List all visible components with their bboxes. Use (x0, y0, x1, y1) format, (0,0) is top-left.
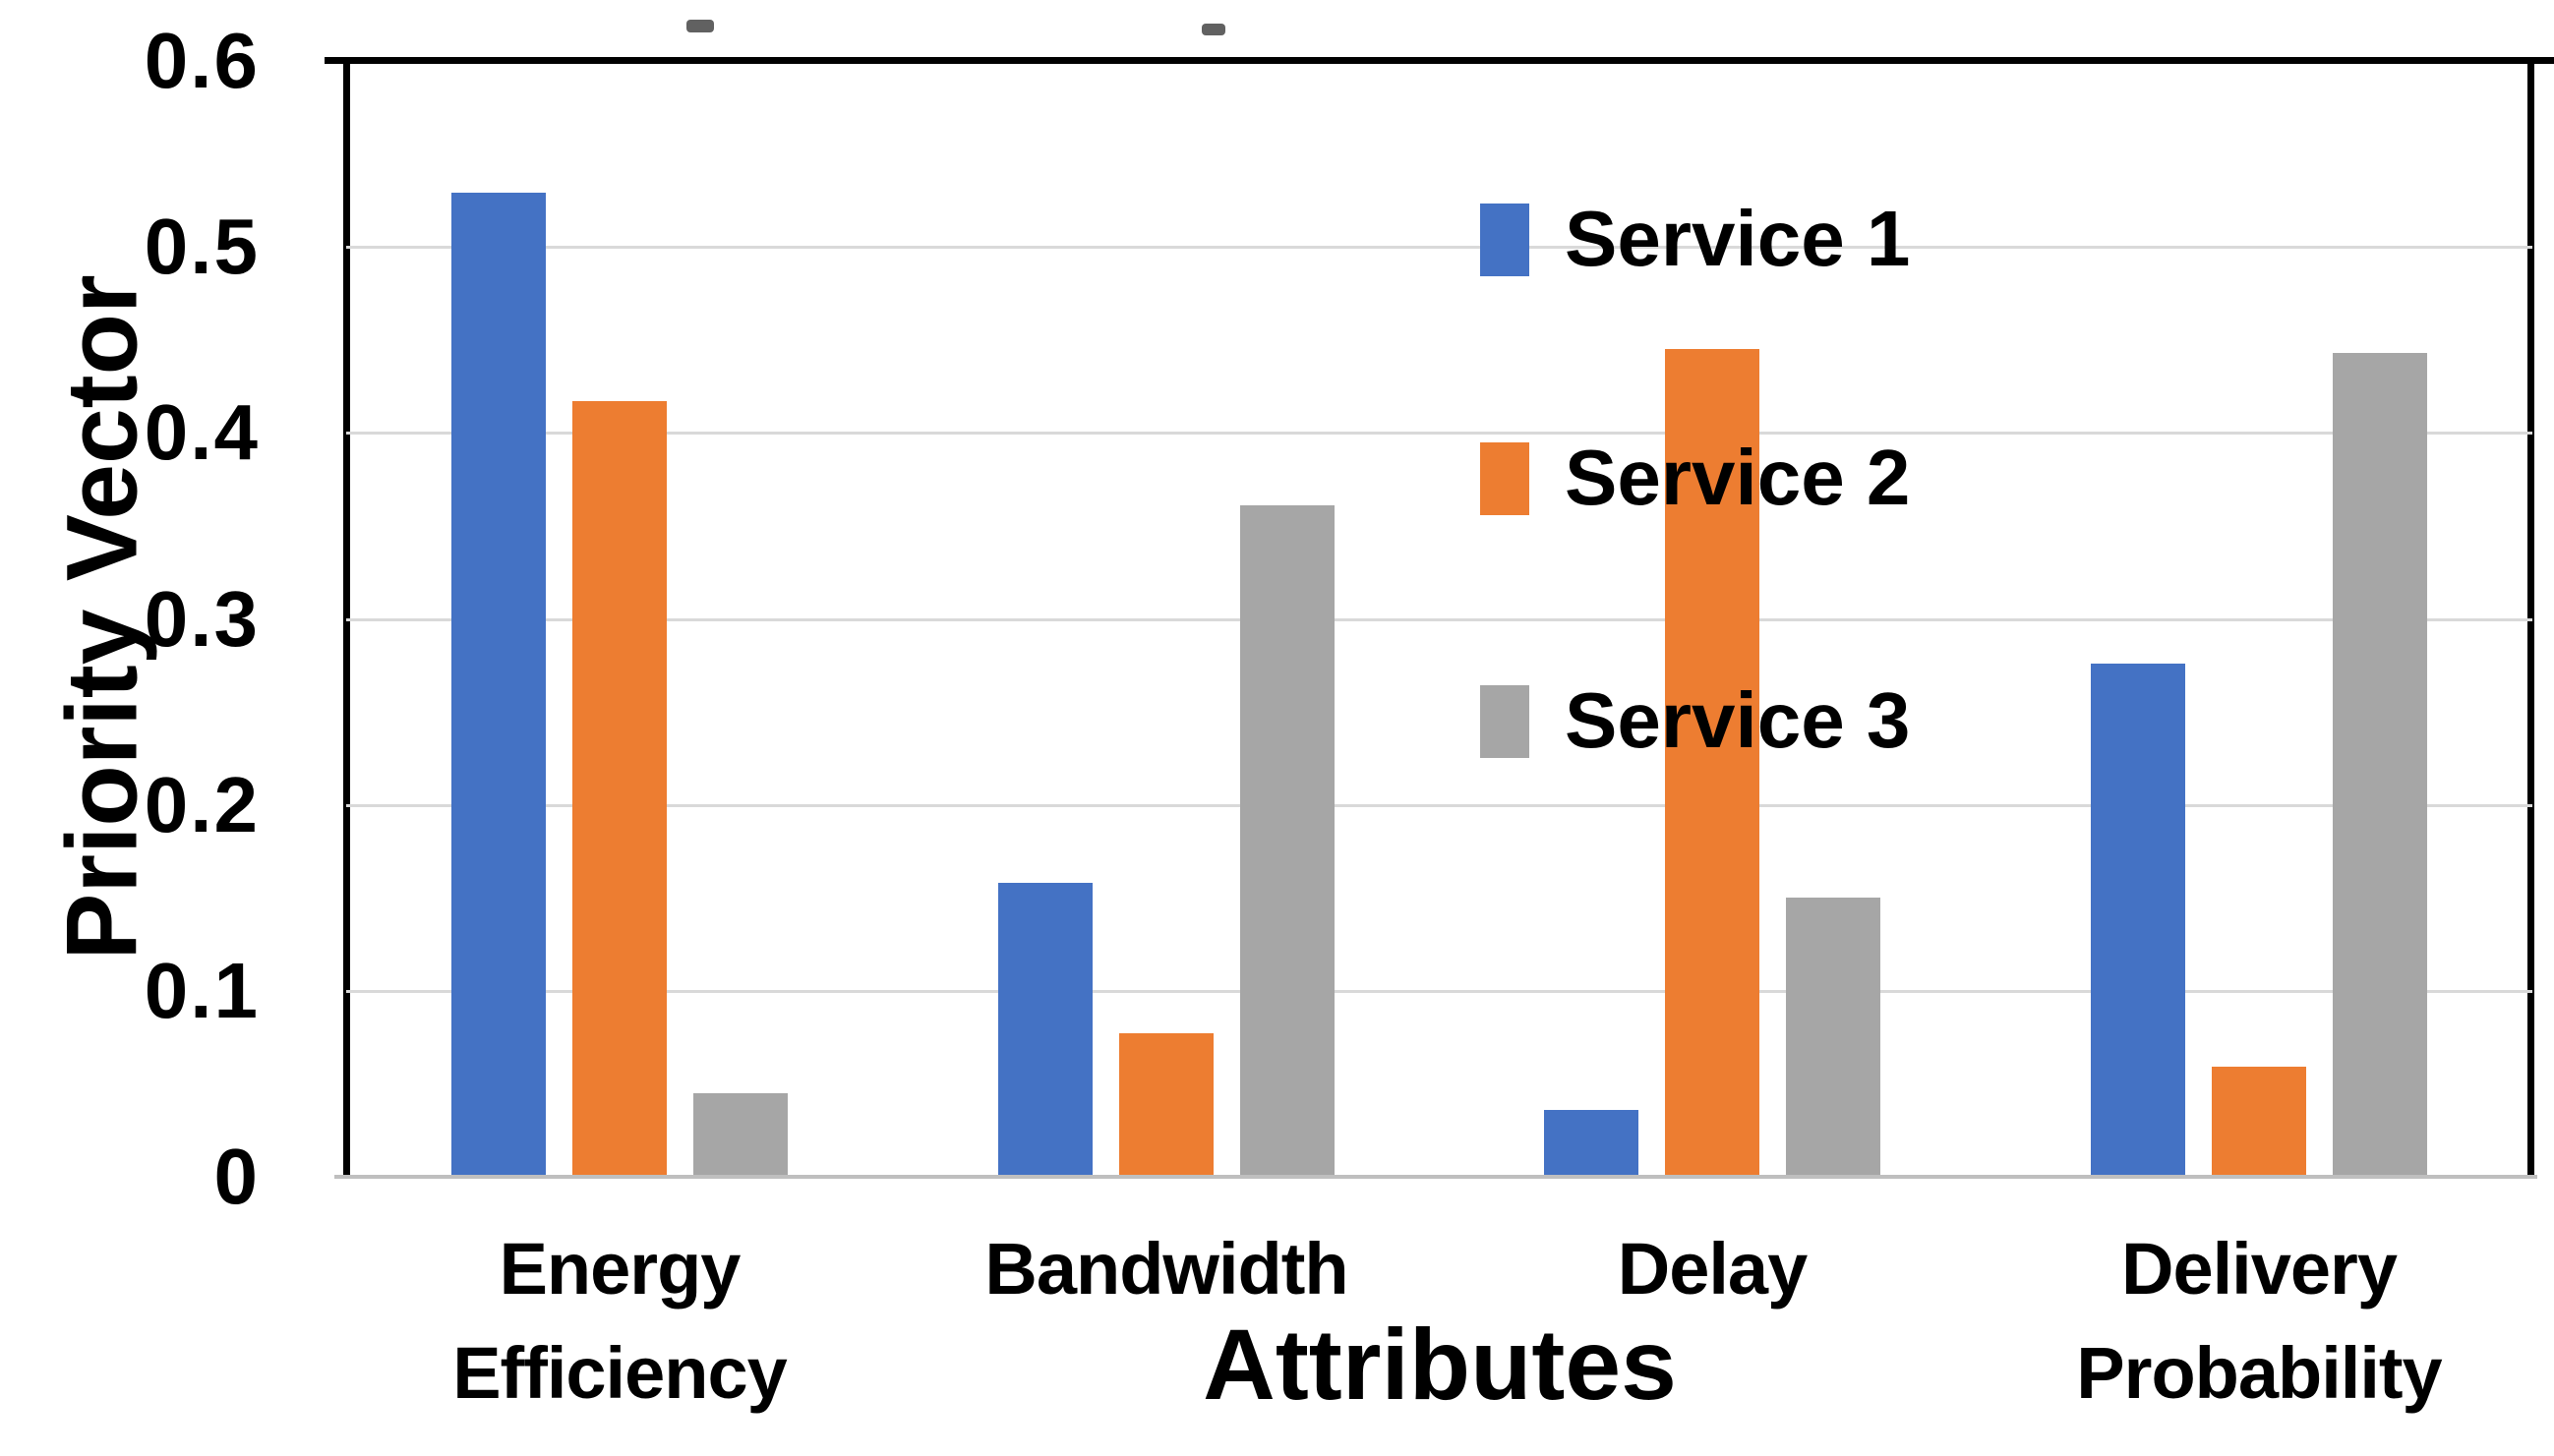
legend-swatch-service2 (1480, 442, 1529, 515)
bar-service1-bandwidth (998, 883, 1093, 1177)
bar-service2-delay (1665, 349, 1759, 1177)
legend-label: Service 3 (1565, 676, 1911, 764)
y-tick-label-0.5: 0.5 (144, 203, 260, 290)
bar-service2-bandwidth (1119, 1033, 1214, 1177)
bar-service3-delivery-probability (2333, 353, 2427, 1177)
bar-service3-delay (1786, 898, 1880, 1177)
bar-service3-bandwidth (1240, 505, 1335, 1177)
top-artifact-mark (1202, 24, 1225, 35)
y-tick-label-0: 0 (213, 1133, 260, 1220)
bar-service1-delivery-probability (2091, 664, 2185, 1177)
bar-service1-energy-efficiency (451, 193, 546, 1177)
x-axis-line (334, 1175, 2537, 1179)
x-tick-label-energy-efficiency: Energy Efficiency (452, 1228, 788, 1414)
bar-service2-delivery-probability (2212, 1067, 2306, 1177)
x-axis-title: Attributes (1203, 1309, 1677, 1421)
bar-service2-energy-efficiency (572, 401, 667, 1177)
y-tick-label-0.3: 0.3 (144, 575, 260, 663)
gridline-0.2 (346, 803, 2532, 807)
legend-swatch-service1 (1480, 204, 1529, 276)
y-tick-label-0.1: 0.1 (144, 947, 260, 1034)
legend-label: Service 2 (1565, 434, 1911, 521)
gridline-0.1 (346, 989, 2532, 993)
y-tick-label-0.2: 0.2 (144, 761, 260, 848)
legend-label: Service 1 (1565, 195, 1911, 282)
legend-swatch-service3 (1480, 685, 1529, 758)
gridline-0.5 (346, 246, 2532, 250)
y-tick-label-0.6: 0.6 (144, 17, 260, 104)
bar-service3-energy-efficiency (693, 1093, 788, 1177)
plot-border-top (325, 57, 2554, 64)
x-tick-label-delay: Delay (1617, 1228, 1808, 1310)
gridline-0.4 (346, 432, 2532, 436)
plot-area (346, 61, 2532, 1177)
x-tick-label-bandwidth: Bandwidth (984, 1228, 1348, 1310)
gridline-0.3 (346, 617, 2532, 621)
bar-service1-delay (1544, 1110, 1638, 1177)
y-tick-label-0.4: 0.4 (144, 388, 260, 476)
x-tick-label-delivery-probability: Delivery Probability (2076, 1228, 2442, 1414)
top-artifact-mark (686, 20, 714, 32)
